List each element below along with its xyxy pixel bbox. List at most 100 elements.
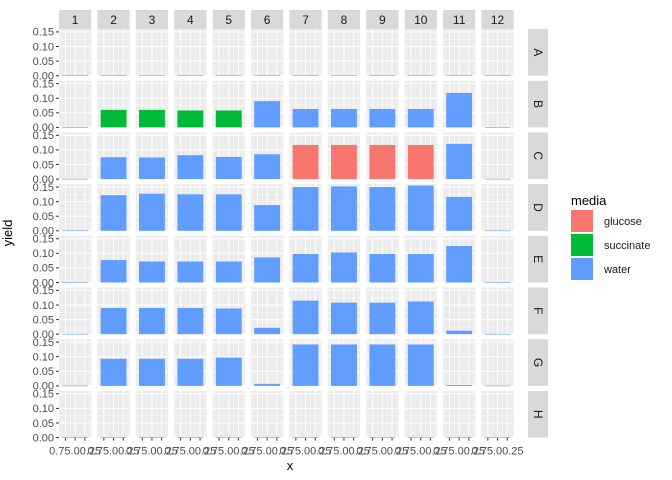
panel-C-10 bbox=[404, 132, 437, 180]
panel-E-4 bbox=[174, 235, 207, 284]
legend-label: glucose bbox=[604, 216, 642, 228]
x-tick-label: 0.75.00.25 bbox=[395, 446, 447, 458]
panel-C-1 bbox=[59, 132, 92, 180]
bar-A-10 bbox=[407, 75, 434, 77]
panel-E-1 bbox=[59, 235, 92, 284]
bar-B-11 bbox=[446, 92, 473, 128]
bar-B-8 bbox=[331, 109, 357, 128]
column-strip-label: 5 bbox=[225, 13, 232, 27]
panel-B-6 bbox=[251, 80, 284, 128]
panel-D-7 bbox=[289, 184, 322, 232]
y-tick-label: 0.15 bbox=[33, 389, 54, 401]
bar-B-5 bbox=[215, 110, 242, 128]
bar-C-6 bbox=[254, 154, 281, 180]
panel-B-5 bbox=[212, 80, 245, 128]
bar-G-4 bbox=[177, 358, 204, 386]
panel-C-4 bbox=[174, 132, 207, 180]
legend-key-succinate bbox=[571, 234, 593, 256]
panel-B-10 bbox=[404, 80, 437, 128]
column-strip-9 bbox=[366, 10, 399, 29]
bar-G-5 bbox=[215, 357, 242, 386]
bar-A-2 bbox=[100, 75, 127, 77]
x-tick-label: 0.75.00.25 bbox=[241, 446, 293, 458]
panel-H-1 bbox=[59, 390, 92, 439]
row-strips: A B C D E F G H bbox=[528, 29, 548, 438]
column-strip-4 bbox=[174, 10, 207, 29]
column-strip-label: 3 bbox=[149, 13, 156, 27]
panel-G-10 bbox=[404, 339, 437, 387]
bar-G-8 bbox=[331, 344, 357, 386]
panel-F-7 bbox=[289, 287, 322, 335]
bar-G-9 bbox=[369, 344, 396, 386]
row-strip-label: D bbox=[531, 203, 545, 212]
panel-F-4 bbox=[174, 287, 207, 335]
column-strip-12 bbox=[481, 10, 514, 29]
panel-C-5 bbox=[212, 132, 245, 180]
bar-E-1 bbox=[62, 282, 89, 283]
panel-H-5 bbox=[212, 390, 245, 439]
bar-F-6 bbox=[254, 327, 281, 335]
panel-D-3 bbox=[135, 184, 169, 232]
bar-C-8 bbox=[331, 144, 357, 180]
column-strip-5 bbox=[212, 10, 245, 29]
bar-C-2 bbox=[100, 157, 127, 180]
row-strip-C bbox=[528, 132, 548, 180]
panel-G-11 bbox=[443, 339, 476, 387]
panel-D-1 bbox=[59, 184, 92, 232]
bar-C-10 bbox=[407, 144, 434, 180]
bar-A-6 bbox=[254, 75, 281, 77]
bar-F-5 bbox=[215, 308, 242, 335]
panel-E-3 bbox=[135, 235, 169, 284]
bar-G-1 bbox=[62, 385, 89, 387]
bar-A-12 bbox=[484, 75, 511, 77]
panel-B-11 bbox=[443, 80, 476, 128]
bar-D-5 bbox=[215, 194, 242, 231]
y-tick-label: 0.05 bbox=[33, 159, 54, 171]
x-axis-title: x bbox=[287, 458, 294, 473]
y-tick-label: 0.00 bbox=[33, 329, 54, 341]
panel-C-7 bbox=[289, 132, 322, 180]
panel-A-12 bbox=[481, 29, 514, 77]
panel-A-2 bbox=[97, 29, 130, 77]
column-strip-label: 12 bbox=[491, 13, 505, 27]
bar-A-1 bbox=[62, 75, 89, 77]
panel-A-3 bbox=[135, 29, 169, 77]
panel-E-8 bbox=[327, 235, 361, 284]
bar-B-6 bbox=[254, 101, 281, 128]
panel-H-6 bbox=[251, 390, 284, 439]
panel-D-5 bbox=[212, 184, 245, 232]
bar-B-12 bbox=[484, 127, 511, 128]
y-tick-label: 0.00 bbox=[33, 174, 54, 186]
y-tick-label: 0.05 bbox=[33, 418, 54, 430]
bar-G-12 bbox=[484, 385, 511, 387]
bar-B-1 bbox=[62, 127, 89, 128]
panel-C-3 bbox=[135, 132, 169, 180]
column-strip-label: 1 bbox=[72, 13, 79, 27]
bar-E-7 bbox=[292, 253, 319, 283]
panel-D-2 bbox=[97, 184, 130, 232]
bar-F-4 bbox=[177, 307, 204, 335]
legend-key-water bbox=[571, 258, 593, 280]
column-strip-8 bbox=[327, 10, 361, 29]
y-tick-label: 0.15 bbox=[33, 182, 54, 194]
panel-F-6 bbox=[251, 287, 284, 335]
panel-H-11 bbox=[443, 390, 476, 439]
x-axes: 0.75.00.25 0.75.00.25 0.75.00.25 0.75.00.25… bbox=[49, 437, 524, 458]
x-tick-label: 0.75.00.25 bbox=[164, 446, 216, 458]
y-tick-label: 0.15 bbox=[33, 337, 54, 349]
x-tick-label: 0.75.00.25 bbox=[318, 446, 370, 458]
panel-B-3 bbox=[135, 80, 169, 128]
column-strip-3 bbox=[135, 10, 169, 29]
legend-label: succinate bbox=[604, 240, 650, 252]
bar-G-2 bbox=[100, 358, 127, 386]
y-axis-title: yield bbox=[0, 220, 15, 247]
bar-A-5 bbox=[215, 75, 242, 77]
row-strip-label: G bbox=[531, 358, 545, 367]
y-tick-label: 0.05 bbox=[33, 263, 54, 275]
bar-C-1 bbox=[62, 178, 89, 180]
panel-G-5 bbox=[212, 339, 245, 387]
panel-D-4 bbox=[174, 184, 207, 232]
panel-F-1 bbox=[59, 287, 92, 335]
bar-B-10 bbox=[407, 109, 434, 128]
